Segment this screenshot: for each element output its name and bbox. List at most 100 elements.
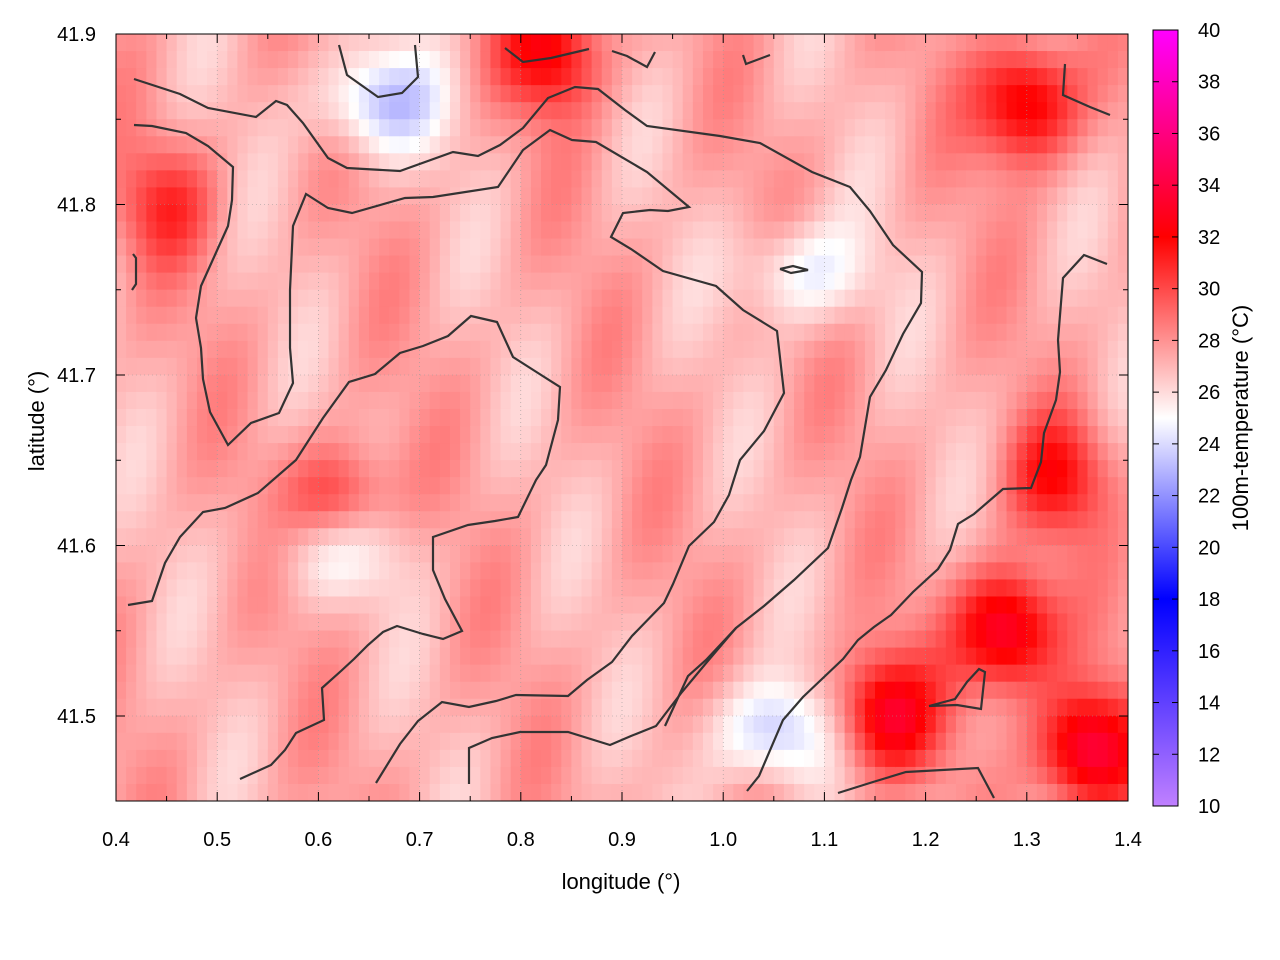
heatmap-cell bbox=[126, 204, 137, 223]
heatmap-cell bbox=[419, 749, 431, 768]
heatmap-cell bbox=[196, 374, 208, 393]
heatmap-cell bbox=[328, 511, 340, 529]
heatmap-cell bbox=[551, 323, 562, 342]
heatmap-cell bbox=[207, 732, 218, 751]
heatmap-cell bbox=[369, 374, 380, 393]
heatmap-cell bbox=[156, 408, 168, 427]
heatmap-cell bbox=[348, 85, 360, 103]
heatmap-cell bbox=[551, 477, 562, 495]
heatmap-cell bbox=[966, 494, 977, 512]
heatmap-cell bbox=[1047, 272, 1058, 291]
heatmap-cell bbox=[571, 528, 583, 546]
heatmap-cell bbox=[1087, 255, 1099, 274]
heatmap-cell bbox=[601, 153, 613, 171]
heatmap-cell bbox=[176, 391, 188, 410]
heatmap-cell bbox=[723, 494, 734, 512]
heatmap-cell bbox=[1016, 783, 1028, 801]
heatmap-cell bbox=[379, 68, 390, 86]
heatmap-cell bbox=[490, 596, 502, 615]
heatmap-cell bbox=[530, 664, 542, 683]
heatmap-cell bbox=[723, 51, 734, 69]
heatmap-cell bbox=[662, 306, 674, 325]
heatmap-cell bbox=[996, 443, 1008, 461]
heatmap-cell bbox=[794, 85, 805, 103]
heatmap-cell bbox=[500, 545, 512, 563]
heatmap-cell bbox=[622, 664, 633, 683]
heatmap-cell bbox=[611, 545, 623, 563]
heatmap-cell bbox=[692, 374, 704, 393]
heatmap-cell bbox=[298, 323, 309, 342]
heatmap-cell bbox=[116, 289, 127, 308]
heatmap-cell bbox=[136, 221, 147, 240]
heatmap-cell bbox=[439, 511, 451, 529]
heatmap-cell bbox=[925, 119, 937, 137]
heatmap-cell bbox=[530, 783, 542, 801]
heatmap-cell bbox=[743, 51, 755, 69]
heatmap-cell bbox=[298, 187, 309, 206]
heatmap-cell bbox=[753, 647, 765, 666]
heatmap-cell bbox=[551, 562, 562, 581]
heatmap-cell bbox=[1016, 170, 1028, 188]
heatmap-cell bbox=[753, 715, 765, 734]
heatmap-cell bbox=[176, 698, 188, 717]
heatmap-cell bbox=[1097, 613, 1109, 632]
heatmap-cell bbox=[126, 783, 137, 801]
heatmap-cell bbox=[854, 460, 866, 478]
heatmap-cell bbox=[480, 68, 492, 86]
heatmap-cell bbox=[146, 511, 158, 529]
heatmap-cell bbox=[176, 272, 188, 291]
heatmap-cell bbox=[611, 426, 623, 444]
heatmap-cell bbox=[186, 34, 198, 52]
heatmap-cell bbox=[156, 528, 168, 546]
heatmap-cell bbox=[460, 783, 471, 801]
heatmap-cell bbox=[682, 170, 694, 188]
heatmap-cell bbox=[885, 323, 896, 342]
heatmap-cell bbox=[864, 511, 876, 529]
heatmap-cell bbox=[1077, 170, 1089, 188]
heatmap-cell bbox=[945, 426, 957, 444]
heatmap-cell bbox=[1077, 272, 1089, 291]
colorbar-tick-label: 38 bbox=[1198, 72, 1220, 94]
heatmap-cell bbox=[227, 340, 239, 359]
heatmap-cell bbox=[500, 68, 512, 86]
heatmap-cell bbox=[227, 698, 239, 717]
heatmap-cell bbox=[490, 579, 502, 598]
heatmap-cell bbox=[672, 494, 684, 512]
heatmap-cell bbox=[601, 136, 613, 154]
heatmap-cell bbox=[986, 391, 998, 410]
heatmap-cell bbox=[318, 51, 330, 69]
heatmap-cell bbox=[136, 51, 147, 69]
heatmap-cell bbox=[1067, 664, 1078, 683]
heatmap-cell bbox=[308, 562, 319, 581]
heatmap-cell bbox=[389, 136, 400, 154]
heatmap-cell bbox=[166, 34, 178, 52]
heatmap-cell bbox=[207, 783, 218, 801]
heatmap-cell bbox=[257, 766, 269, 785]
heatmap-cell bbox=[480, 460, 492, 478]
heatmap-cell bbox=[470, 596, 481, 615]
heatmap-cell bbox=[449, 528, 461, 546]
heatmap-cell bbox=[116, 613, 127, 632]
heatmap-cell bbox=[834, 443, 846, 461]
heatmap-cell bbox=[318, 272, 330, 291]
heatmap-cell bbox=[1036, 647, 1048, 666]
heatmap-cell bbox=[652, 289, 664, 308]
heatmap-cell bbox=[955, 323, 967, 342]
heatmap-cell bbox=[682, 528, 694, 546]
heatmap-cell bbox=[126, 545, 137, 563]
heatmap-cell bbox=[945, 323, 957, 342]
heatmap-cell bbox=[1036, 681, 1048, 700]
heatmap-cell bbox=[146, 34, 158, 52]
heatmap-cell bbox=[783, 766, 795, 785]
heatmap-cell bbox=[409, 221, 421, 240]
heatmap-cell bbox=[571, 323, 583, 342]
heatmap-cell bbox=[267, 391, 279, 410]
heatmap-cell bbox=[925, 528, 937, 546]
contour-line bbox=[928, 667, 987, 711]
heatmap-cell bbox=[753, 102, 765, 120]
heatmap-cell bbox=[713, 255, 724, 274]
heatmap-cell bbox=[227, 613, 239, 632]
heatmap-cell bbox=[116, 221, 127, 240]
heatmap-cell bbox=[1026, 681, 1038, 700]
heatmap-cell bbox=[561, 51, 572, 69]
